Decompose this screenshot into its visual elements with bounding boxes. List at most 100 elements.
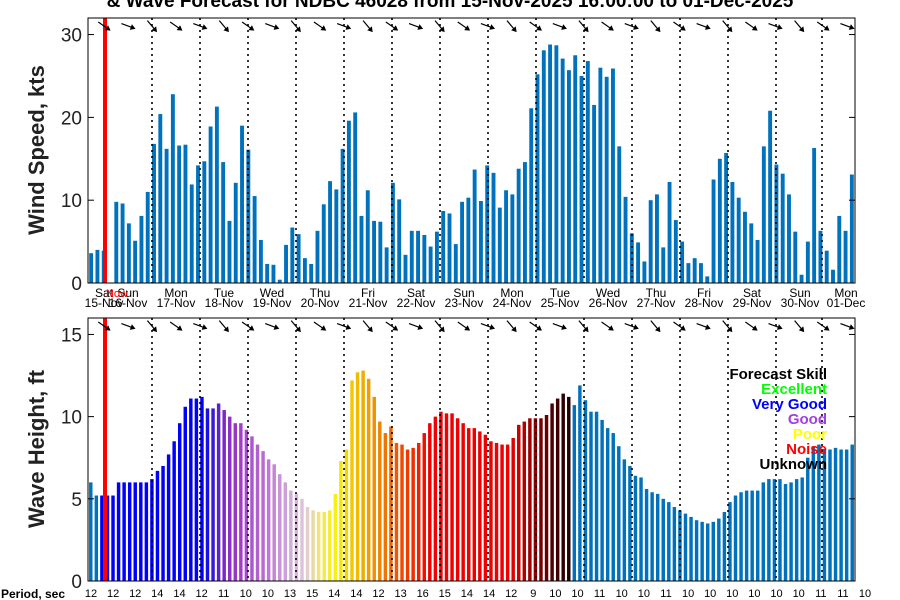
date-label: 28-Nov [685,296,724,310]
wind-bar [177,145,182,283]
wave-bar [361,370,365,581]
arrow-head [176,25,183,31]
period-tick-label: 12 [195,588,207,600]
wave-bar [772,479,777,581]
wave-bar [200,396,204,581]
wind-bar [120,203,125,283]
wave-bar [567,396,571,581]
wind-bar [573,55,578,283]
wave-bar [700,521,704,581]
date-label: 26-Nov [589,296,628,310]
wave-bar [189,398,193,581]
arrow-head [489,324,496,330]
wave-bar [133,482,137,582]
direction-arrow-icon [241,21,255,31]
wind-bar [661,247,666,283]
wave-bar [761,482,766,582]
wind-bar [717,158,722,283]
wind-bar [699,263,703,284]
wind-bar [497,207,502,283]
period-tick-label: 11 [218,588,229,600]
wave-bar [728,502,732,581]
wind-bar [655,194,659,283]
direction-arrow-icon [768,23,783,30]
direction-arrow-icon [169,21,183,31]
wave-frame [87,317,856,582]
arrow-head [201,24,208,30]
date-label: 24-Nov [493,296,532,310]
day-label: Sat [95,286,114,300]
date-label: 17-Nov [157,296,196,310]
period-tick-label: 14 [483,588,495,600]
wave-bar [250,436,254,581]
wave-bar [211,408,215,581]
wind-bar [365,190,370,283]
wind-bar [309,263,314,283]
wind-bar [170,94,175,283]
wave-bar [572,405,577,581]
period-tick-label: 12 [505,588,517,600]
direction-arrow-icon [169,321,183,331]
wave-bar [289,490,293,581]
wave-bar [239,423,243,581]
direction-arrow-icon [506,20,517,33]
wind-frame [87,17,856,284]
wind-direction-arrows [97,20,855,33]
arrow-head [439,326,445,333]
wind-bar [780,173,785,283]
direction-arrow-icon [97,21,111,31]
wave-ytick-label: 10 [61,408,82,429]
wave-bar [711,521,715,581]
wave-bar [144,482,149,582]
wind-ytick-label: 30 [61,26,82,47]
wave-bar [628,465,632,581]
period-tick-label: 10 [616,588,628,600]
wind-bar [617,146,622,283]
wind-bar [611,68,615,284]
wave-bar [150,479,154,581]
wind-bar [849,174,854,283]
wind-bar [472,169,477,283]
arrow-head [392,325,399,331]
arrow-head [295,326,301,333]
direction-arrow-icon [506,320,517,333]
arrow-head [608,25,614,31]
wave-bar [544,414,549,581]
wind-bar [529,108,534,284]
day-label: Fri [697,286,711,300]
wave-bar [683,513,688,581]
wave-bar [505,444,510,581]
direction-arrow-icon [722,20,733,33]
arrow-head [248,325,255,331]
wind-bar [642,261,647,283]
wind-bar [554,45,559,283]
wind-bar [711,179,716,283]
wind-bar [328,181,332,283]
wave-bar [278,474,282,581]
arrow-head [367,26,373,33]
wind-bar [736,197,741,283]
wind-bar [196,165,200,283]
wave-bar [672,507,677,581]
arrow-head [608,325,614,331]
wind-bar [692,258,697,283]
wave-bar [811,446,816,581]
arrow-head [798,26,805,33]
wind-bar [152,143,156,284]
direction-arrow-icon [336,323,352,330]
direction-arrow-icon [290,320,301,333]
direction-arrow-icon [265,323,280,330]
direction-arrow-icon [362,320,373,333]
direction-arrow-icon [601,321,614,331]
wind-bar [522,162,527,283]
date-label: 22-Nov [397,296,436,310]
direction-arrow-icon [578,20,589,33]
wave-bar [455,418,460,581]
wind-bar [189,184,194,283]
wave-bar [366,378,371,581]
day-label: Wed [596,286,620,300]
direction-arrow-icon [313,21,327,31]
direction-arrow-icon [121,323,136,330]
wave-bar [328,510,332,581]
arrow-head [679,25,686,31]
